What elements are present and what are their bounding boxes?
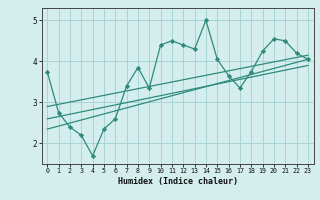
X-axis label: Humidex (Indice chaleur): Humidex (Indice chaleur) bbox=[118, 177, 237, 186]
